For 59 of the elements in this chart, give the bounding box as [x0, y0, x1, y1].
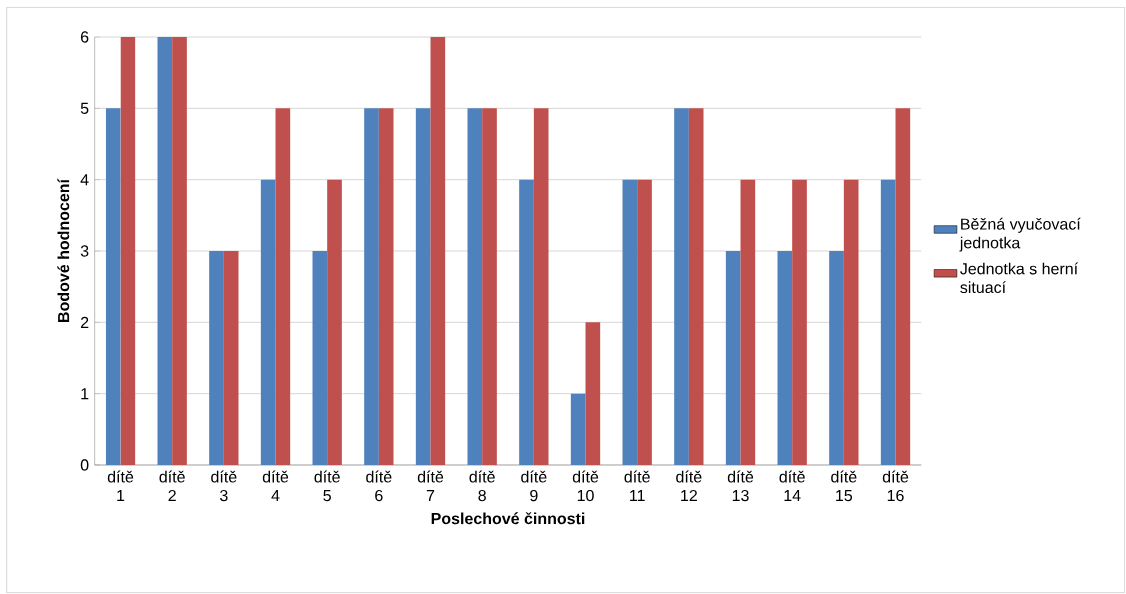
x-tick-label: dítě 9	[521, 470, 547, 502]
y-tick-label: 0	[80, 459, 89, 471]
bar	[157, 37, 173, 465]
x-tick-label: dítě 5	[314, 470, 340, 502]
bar	[172, 37, 187, 465]
bar	[467, 108, 483, 465]
legend-label: Běžná vyučovací jednotka	[959, 217, 1081, 252]
bar	[570, 393, 586, 465]
y-tick-label: 4	[80, 174, 89, 186]
bar	[674, 108, 689, 465]
y-tick-label: 5	[80, 102, 89, 114]
bar	[637, 179, 652, 465]
bar	[843, 179, 859, 465]
bar	[880, 179, 896, 465]
bar	[688, 108, 704, 465]
x-tick-label: dítě 2	[159, 470, 185, 502]
bar	[519, 179, 534, 465]
bar	[895, 108, 911, 465]
x-tick-label: dítě 8	[469, 470, 495, 502]
bar	[482, 108, 497, 465]
x-tick-label: dítě 13	[727, 470, 754, 502]
y-tick-label: 1	[81, 388, 89, 400]
bar	[829, 251, 844, 465]
bar	[105, 108, 121, 465]
x-tick-label: dítě 10	[572, 470, 599, 502]
bar	[275, 108, 291, 465]
bar	[725, 251, 741, 465]
legend-label: Jednotka s herní situací	[960, 262, 1079, 294]
bar	[777, 251, 793, 465]
x-tick-label: dítě 1	[107, 470, 134, 502]
x-axis-title: Poslechové činnosti	[431, 512, 585, 525]
bar	[792, 179, 807, 465]
y-axis-title: Bodové hodnocení	[57, 178, 70, 322]
bar	[378, 108, 394, 465]
x-tick-label: dítě 11	[624, 470, 650, 502]
bar	[740, 179, 756, 465]
x-tick-label: dítě 3	[211, 470, 237, 502]
bar	[209, 251, 224, 465]
bar	[415, 108, 431, 465]
bar	[533, 108, 549, 465]
bar	[585, 322, 601, 465]
bar	[312, 251, 328, 465]
x-tick-label: dítě 4	[262, 470, 289, 502]
x-tick-label: dítě 16	[882, 470, 909, 502]
bar	[364, 108, 379, 465]
bar	[430, 37, 446, 465]
bar	[327, 179, 342, 465]
x-tick-label: dítě 7	[417, 470, 444, 502]
y-tick-label: 2	[80, 316, 89, 328]
x-tick-label: dítě 14	[779, 470, 805, 502]
y-tick-label: 3	[80, 245, 89, 257]
bar	[260, 179, 276, 465]
x-tick-label: dítě 15	[831, 470, 857, 502]
bar	[622, 179, 638, 465]
bar	[120, 37, 136, 465]
y-tick-label: 6	[80, 31, 89, 43]
x-tick-label: dítě 12	[676, 470, 702, 502]
x-tick-label: dítě 6	[366, 470, 392, 502]
bar	[223, 251, 239, 465]
